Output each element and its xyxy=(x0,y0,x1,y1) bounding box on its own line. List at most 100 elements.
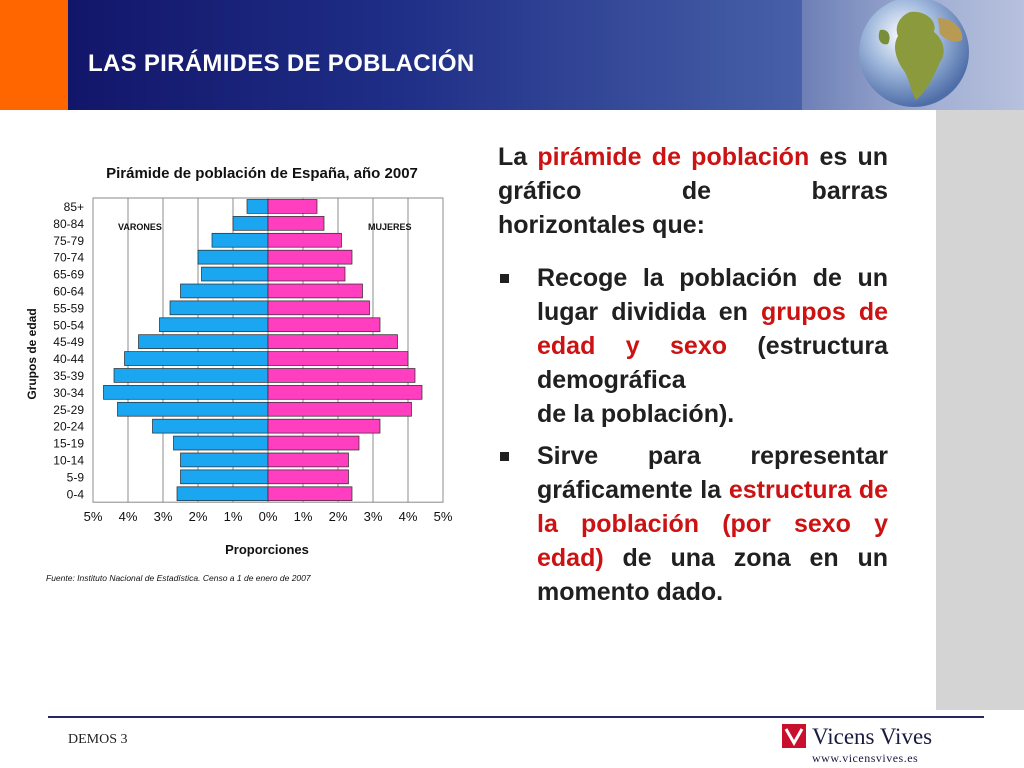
bar-varones xyxy=(173,435,269,451)
age-group-label: 35-39 xyxy=(53,369,84,383)
age-group-label: 80-84 xyxy=(53,217,84,231)
intro-text-last-line: horizontales que: xyxy=(498,211,705,239)
x-tick-label: 5% xyxy=(84,509,103,524)
bar-varones xyxy=(180,283,269,299)
header-banner xyxy=(68,0,802,110)
publisher-logo-text: Vicens Vives xyxy=(812,724,933,749)
bullet-item: Sirve para representar gráficamente la e… xyxy=(498,439,888,609)
legend-label-mujeres: MUJERES xyxy=(368,222,412,232)
y-axis-label: Grupos de edad xyxy=(25,308,39,399)
bar-varones xyxy=(232,216,269,231)
square-bullet-icon xyxy=(500,274,509,283)
right-gray-bar xyxy=(936,110,1024,710)
age-group-label: 40-44 xyxy=(53,352,84,366)
bar-varones xyxy=(176,486,269,502)
x-tick-label: 1% xyxy=(224,509,243,524)
x-tick-label: 1% xyxy=(294,509,313,524)
bar-mujeres xyxy=(267,385,423,400)
bar-mujeres xyxy=(267,401,412,417)
x-tick-label: 0% xyxy=(259,509,278,524)
bar-mujeres xyxy=(267,435,360,451)
slide-title: LAS PIRÁMIDES DE POBLACIÓN xyxy=(88,50,475,77)
age-group-label: 65-69 xyxy=(53,268,84,282)
bar-mujeres xyxy=(267,317,381,333)
bar-varones xyxy=(152,418,269,434)
category-labels: 85+ 80-84 75-79 70-74 65-69 60-64 55-59 50-54 45… xyxy=(53,200,84,501)
bar-mujeres xyxy=(267,334,398,349)
x-axis-label: Proporciones xyxy=(225,542,309,557)
x-tick-label: 2% xyxy=(189,509,208,524)
age-group-label: 70-74 xyxy=(53,251,84,265)
bar-mujeres xyxy=(267,232,342,248)
bullet-text-last-line: momento dado. xyxy=(537,578,724,606)
bullet-list: Recoge la población de un lugar dividida… xyxy=(498,261,888,609)
bar-varones xyxy=(169,300,269,316)
footer-divider xyxy=(48,716,984,718)
x-tick-label: 4% xyxy=(119,509,138,524)
bar-group xyxy=(103,199,423,502)
x-tick-label: 4% xyxy=(399,509,418,524)
vicens-vives-logo-icon xyxy=(782,724,806,748)
age-group-label: 5-9 xyxy=(67,470,85,484)
bar-varones xyxy=(180,469,269,485)
age-group-label: 45-49 xyxy=(53,335,84,349)
bullet-text: (estructura demográfica xyxy=(537,332,888,394)
publisher-url: www.vicensvives.es xyxy=(812,751,919,765)
bar-mujeres xyxy=(267,199,318,214)
globe-icon xyxy=(859,0,969,107)
age-group-label: 20-24 xyxy=(53,420,84,434)
orange-accent-block xyxy=(0,0,68,110)
bar-mujeres xyxy=(267,469,349,485)
chart-title: Pirámide de población de España, año 200… xyxy=(106,165,418,182)
bar-varones xyxy=(201,266,269,282)
age-group-label: 30-34 xyxy=(53,386,84,400)
bar-varones xyxy=(180,452,269,468)
x-tick-label: 2% xyxy=(329,509,348,524)
x-tick-label: 3% xyxy=(154,509,173,524)
bar-varones xyxy=(113,368,269,383)
bar-mujeres xyxy=(267,351,409,366)
legend-label-varones: VARONES xyxy=(118,222,162,232)
bar-varones xyxy=(138,334,269,349)
bar-varones xyxy=(103,385,269,400)
chart-source-note: Fuente: Instituto Nacional de Estadístic… xyxy=(46,573,311,583)
bullet-highlight: grupos de edad y sexo xyxy=(537,298,888,360)
age-group-label: 50-54 xyxy=(53,318,84,332)
age-group-label: 60-64 xyxy=(53,284,84,298)
footer-label: DEMOS 3 xyxy=(68,732,128,747)
bullet-highlight: estructura de la población (por sexo y e… xyxy=(537,476,888,572)
bar-mujeres xyxy=(267,486,353,502)
intro-paragraph: La pirámide de población es un gráfico d… xyxy=(498,140,888,242)
age-group-label: 55-59 xyxy=(53,301,84,315)
bar-mujeres xyxy=(267,368,416,383)
bar-mujeres xyxy=(267,216,325,231)
bar-varones xyxy=(211,232,269,248)
gridlines xyxy=(92,198,444,503)
bullet-text-last-line: de la población). xyxy=(537,400,735,428)
bar-mujeres xyxy=(267,249,353,265)
bullet-text: Sirve para representar gráficamente la xyxy=(537,442,888,504)
bar-varones xyxy=(246,199,269,214)
age-group-label: 0-4 xyxy=(67,487,85,501)
age-group-label: 25-29 xyxy=(53,403,84,417)
x-tick-labels: 5% 4% 3% 2% 1% 0% 1% 2% 3% 4% 5% xyxy=(84,509,453,524)
bar-mujeres xyxy=(267,452,349,468)
bar-varones xyxy=(117,401,269,417)
bar-mujeres xyxy=(267,418,381,434)
bar-varones xyxy=(159,317,269,333)
intro-text-start: La xyxy=(498,143,538,171)
bar-varones xyxy=(124,351,269,366)
bullet-text: de una zona en un xyxy=(603,544,888,572)
age-group-label: 15-19 xyxy=(53,437,84,451)
intro-highlight: pirámide de población xyxy=(537,143,810,171)
bar-varones xyxy=(197,249,269,265)
bar-mujeres xyxy=(267,266,346,282)
bar-mujeres xyxy=(267,300,370,316)
age-group-label: 85+ xyxy=(64,200,84,214)
age-group-label: 10-14 xyxy=(53,453,84,467)
bullet-item: Recoge la población de un lugar dividida… xyxy=(498,261,888,431)
square-bullet-icon xyxy=(500,452,509,461)
age-group-label: 75-79 xyxy=(53,234,84,248)
x-tick-label: 5% xyxy=(434,509,453,524)
intro-text-end: es un gráfico de barras xyxy=(498,143,888,205)
